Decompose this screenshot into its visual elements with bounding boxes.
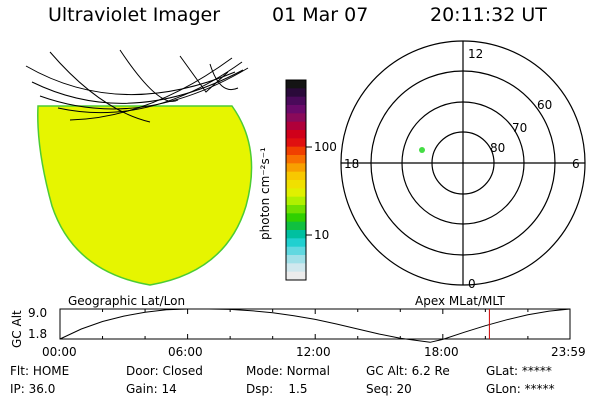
colorbar-segment xyxy=(286,238,306,248)
colorbar-segment xyxy=(286,163,306,173)
status-door: Door: Closed xyxy=(126,364,203,378)
colorbar-segment xyxy=(286,271,306,281)
colorbar-segment xyxy=(286,80,306,89)
lat-label-80: 80 xyxy=(490,141,506,155)
colorbar-segment xyxy=(286,246,306,256)
x-tick-1200: 12:00 xyxy=(296,345,331,359)
colorbar-segment xyxy=(286,155,306,164)
instrument-title: Ultraviolet Imager xyxy=(48,4,221,26)
geographic-label: Geographic Lat/Lon xyxy=(68,294,186,308)
colorbar-segment xyxy=(286,121,306,131)
colorbar-segment xyxy=(286,180,306,189)
status-seq: Seq: 20 xyxy=(366,382,412,396)
colorbar-segment xyxy=(286,88,306,98)
date-label: 01 Mar 07 xyxy=(272,4,369,26)
mlt-label-0: 0 xyxy=(468,277,476,291)
colorbar-segment xyxy=(286,138,306,148)
y-tick-1.8: 1.8 xyxy=(28,327,48,341)
colorbar-tick-100: 100 xyxy=(314,140,337,154)
colorbar-segment xyxy=(286,130,306,139)
map-overlay-lines xyxy=(25,49,249,123)
x-tick-0600: 06:00 xyxy=(168,345,203,359)
colorbar-segment xyxy=(286,230,306,239)
x-tick-2359: 23:59 xyxy=(551,345,586,359)
colorbar-segment xyxy=(286,171,306,181)
colorbar-segment xyxy=(286,196,306,206)
status-flt: Flt: HOME xyxy=(10,364,70,378)
status-glat: GLat: ***** xyxy=(486,364,552,378)
colorbar-segment xyxy=(286,96,306,106)
mlt-label-18: 18 xyxy=(344,157,360,171)
status-gain: Gain: 14 xyxy=(126,382,177,396)
x-tick-0000: 00:00 xyxy=(42,345,77,359)
y-tick-9: 9.0 xyxy=(28,306,48,320)
mlt-label-12: 12 xyxy=(468,47,484,61)
colorbar-segment xyxy=(286,188,306,198)
status-glon: GLon: ***** xyxy=(486,382,555,396)
status-mode: Mode: Normal xyxy=(246,364,330,378)
altitude-curve xyxy=(59,308,571,343)
polar-spot xyxy=(419,147,425,153)
lat-label-70: 70 xyxy=(512,121,528,135)
lat-label-60: 60 xyxy=(537,98,553,112)
uv-image-disk xyxy=(37,105,253,286)
colorbar-segment xyxy=(286,263,306,273)
mlt-label-6: 6 xyxy=(572,157,580,171)
colorbar-segment xyxy=(286,205,306,214)
colorbar-segment xyxy=(286,255,306,264)
colorbar-tick-10: 10 xyxy=(314,228,330,242)
x-tick-1800: 18:00 xyxy=(424,345,459,359)
colorbar-segment xyxy=(286,113,306,123)
colorbar-segment xyxy=(286,105,306,114)
apex-label: Apex MLat/MLT xyxy=(415,294,505,308)
colorbar-segment xyxy=(286,213,306,223)
time-label: 20:11:32 UT xyxy=(430,4,547,26)
status-gc-alt: GC Alt: 6.2 Re xyxy=(366,364,450,378)
colorbar-segment xyxy=(286,221,306,231)
status-dsp: Dsp: 1.5 xyxy=(246,382,308,396)
colorbar-segment xyxy=(286,146,306,156)
status-ip: IP: 36.0 xyxy=(10,382,56,396)
